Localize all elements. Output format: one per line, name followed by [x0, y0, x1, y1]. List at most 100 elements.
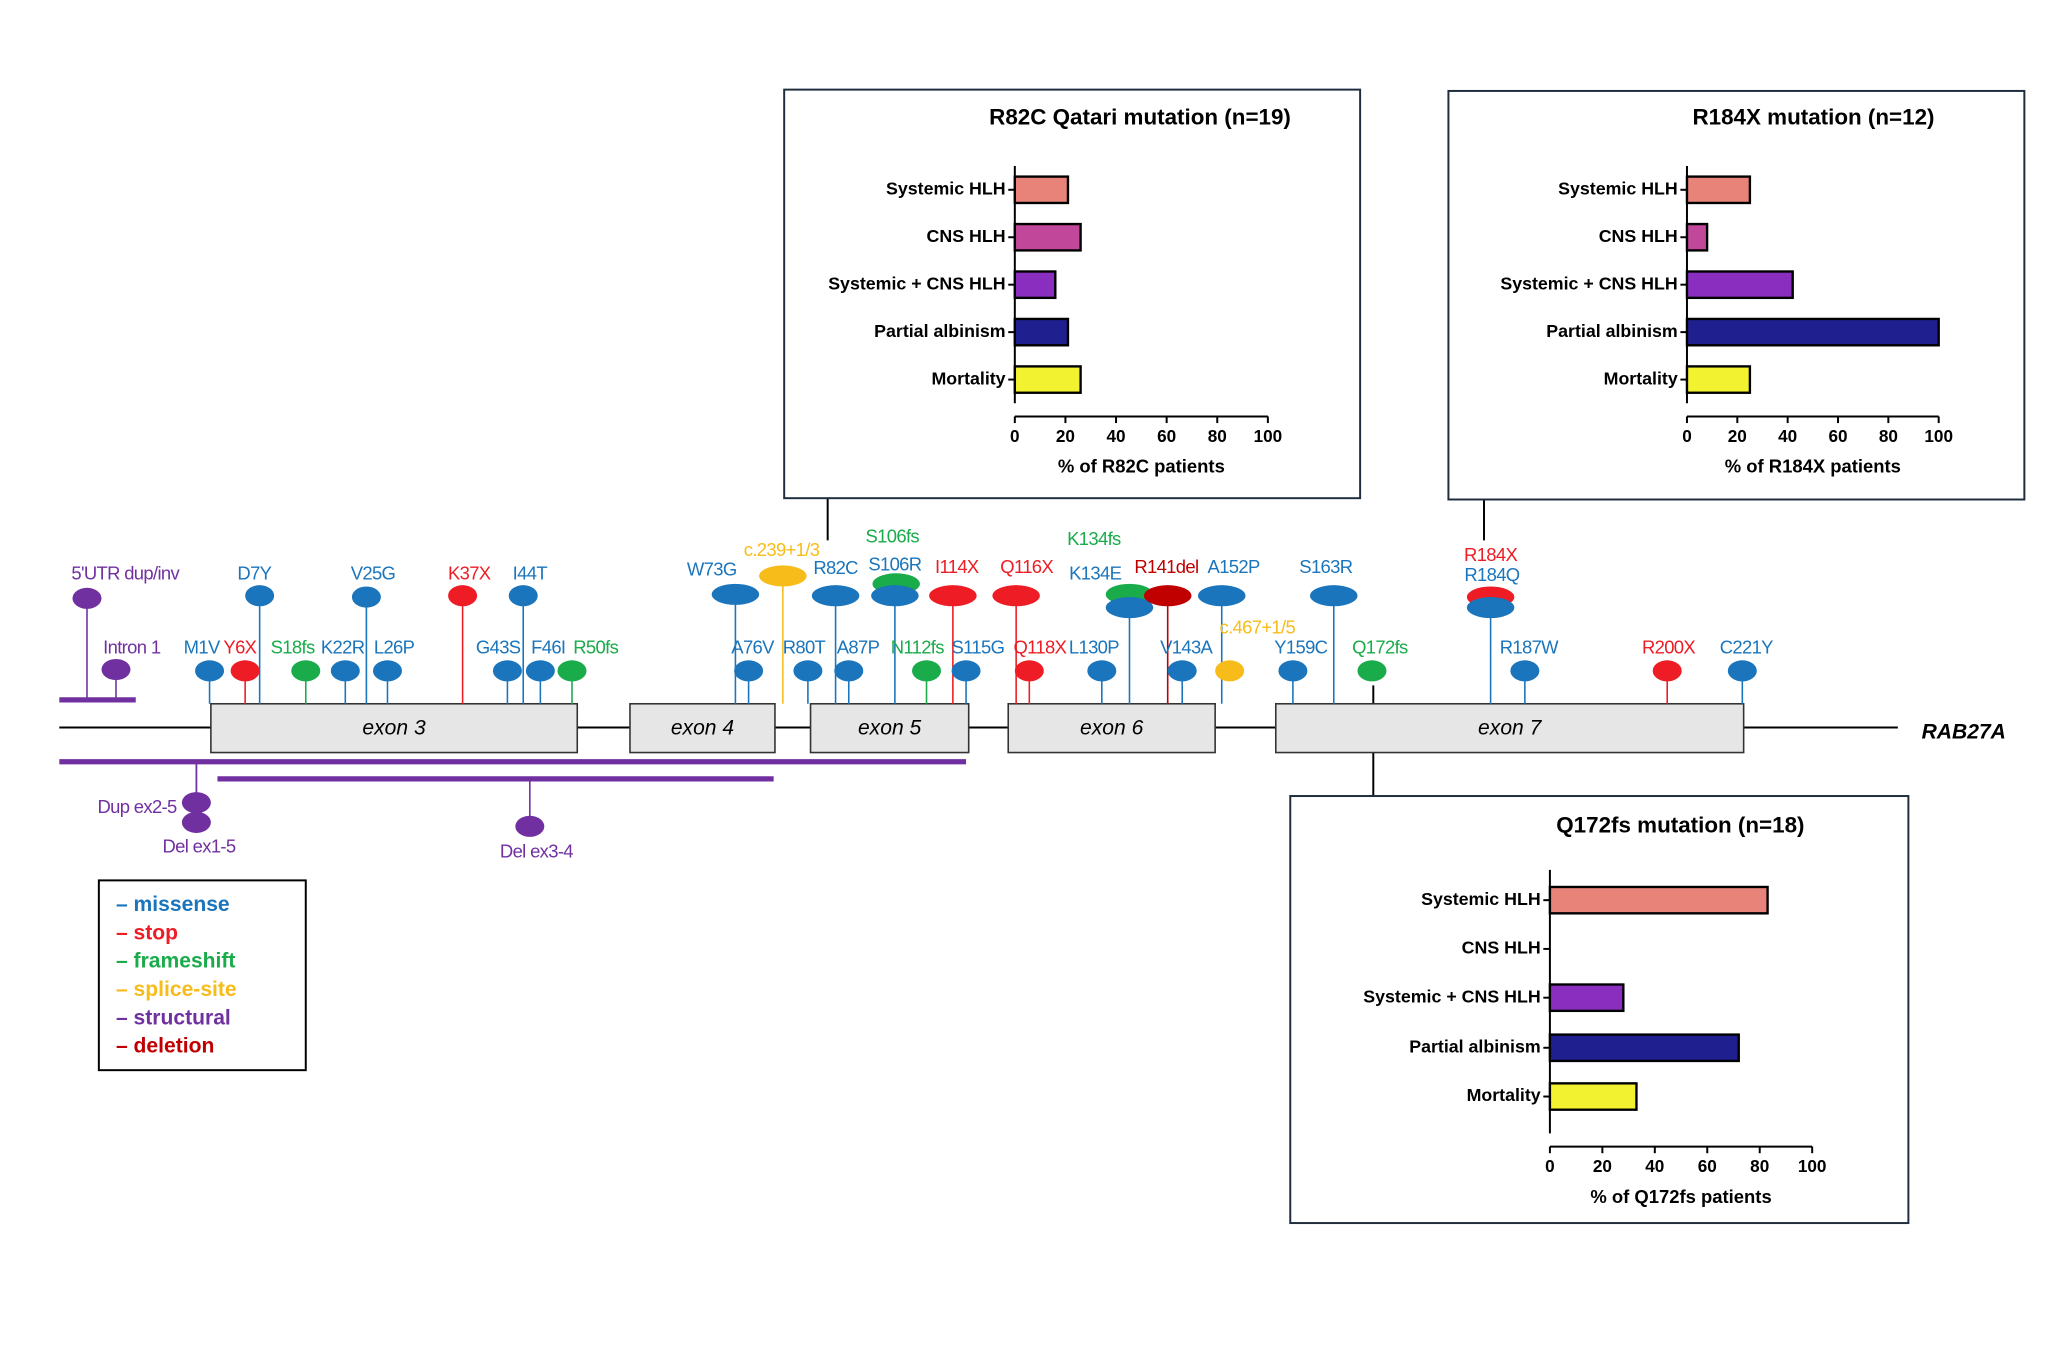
mutation-label: L26P [374, 636, 415, 657]
legend-box [97, 879, 307, 1072]
mutation-label: Y159C [1274, 636, 1327, 657]
mutation-label: W73G [687, 559, 737, 580]
chart-title: R184X mutation (n=12) [1692, 105, 1934, 130]
mutation-label: Del ex3-4 [500, 841, 573, 862]
bar [1548, 885, 1769, 915]
y-tick-label: CNS HLH [1599, 226, 1678, 246]
x-tick-label: 60 [1698, 1156, 1717, 1176]
legend-entry: – structural [116, 1006, 231, 1029]
chart-title: R82C Qatari mutation (n=19) [989, 105, 1291, 130]
x-tick-label: 60 [1828, 426, 1847, 446]
x-axis-label: % of R82C patients [1058, 456, 1225, 477]
mutation-marker [811, 585, 860, 607]
mutation-label: R200X [1642, 636, 1695, 657]
mutation-marker [1510, 660, 1540, 682]
mutation-label: I114X [935, 556, 979, 577]
mutation-marker [759, 565, 807, 587]
y-tick-label: CNS HLH [1462, 938, 1541, 958]
mutation-marker [912, 660, 942, 682]
mutation-marker [557, 660, 587, 682]
mutation-marker [245, 585, 275, 607]
bar [1013, 317, 1070, 347]
mutation-marker [508, 585, 538, 607]
mutation-marker [1357, 660, 1387, 682]
legend-entry: – stop [116, 921, 178, 944]
x-tick-label: 100 [1254, 426, 1283, 446]
mutation-label: Q116X [1000, 556, 1053, 577]
exon [210, 702, 579, 754]
exon-label: exon 4 [671, 716, 734, 739]
mutation-marker [372, 660, 402, 682]
mutation-marker [181, 811, 211, 833]
mutation-marker [793, 660, 823, 682]
mutation-marker [291, 660, 321, 682]
y-tick-label: CNS HLH [927, 226, 1006, 246]
bar [1685, 270, 1794, 300]
mutation-marker [72, 587, 102, 609]
mutation-label: Del ex1-5 [163, 835, 236, 856]
mutation-label: S106R [868, 553, 921, 574]
bar [1548, 1082, 1638, 1111]
x-tick-label: 0 [1010, 426, 1020, 446]
x-tick-label: 60 [1157, 426, 1176, 446]
y-tick-label: Partial albinism [1409, 1036, 1540, 1056]
x-tick-label: 80 [1879, 426, 1898, 446]
x-tick-label: 20 [1728, 426, 1747, 446]
mutation-label: 5'UTR dup/inv [71, 562, 180, 583]
bar [1548, 983, 1625, 1013]
x-tick-label: 100 [1798, 1156, 1827, 1176]
exon [1274, 702, 1745, 754]
mutation-label: V25G [351, 562, 396, 583]
mutation-marker [1014, 660, 1044, 682]
mutation-label: R50fs [573, 636, 618, 657]
mutation-label: Intron 1 [103, 636, 161, 657]
bar [1013, 222, 1082, 252]
mutation-marker [1105, 597, 1154, 619]
x-tick-label: 100 [1924, 426, 1953, 446]
exon-label: exon 5 [858, 716, 922, 739]
mutation-marker [492, 660, 522, 682]
y-tick-label: Mortality [1604, 368, 1678, 388]
mutation-label: C221Y [1720, 636, 1773, 657]
y-tick-label: Mortality [1467, 1085, 1541, 1105]
legend-entry: – splice-site [116, 978, 237, 1001]
mutation-marker [525, 660, 555, 682]
bar [1685, 317, 1940, 347]
y-tick-label: Partial albinism [874, 321, 1005, 341]
bar [1685, 222, 1709, 252]
y-tick-label: Systemic + CNS HLH [1500, 273, 1677, 293]
exon-label: exon 3 [362, 716, 426, 739]
mutation-label: S18fs [271, 636, 315, 657]
y-tick-label: Systemic HLH [1421, 889, 1541, 909]
mutation-label: R80T [783, 636, 826, 657]
exon-label: exon 6 [1080, 716, 1144, 739]
mutation-marker [330, 660, 360, 682]
mutation-label: R141del [1134, 556, 1198, 577]
mutation-label: R187W [1500, 636, 1559, 657]
exon [1007, 702, 1216, 754]
mutation-label: K22R [321, 636, 365, 657]
mutation-marker [351, 586, 381, 608]
x-tick-label: 20 [1593, 1156, 1612, 1176]
mutation-label: R184Q [1464, 564, 1519, 585]
mutation-label: S115G [952, 636, 1005, 657]
mutation-label: A152P [1208, 556, 1260, 577]
exon-label: exon 7 [1478, 716, 1543, 739]
y-tick-label: Systemic HLH [886, 178, 1006, 198]
x-tick-label: 80 [1750, 1156, 1769, 1176]
mutation-marker [1727, 660, 1757, 682]
mutation-marker [951, 660, 981, 682]
chart-title: Q172fs mutation (n=18) [1556, 812, 1804, 837]
exon [809, 702, 970, 754]
legend-entry: – deletion [116, 1035, 214, 1058]
bar [1685, 365, 1752, 394]
bar [1548, 1033, 1740, 1063]
x-axis-label: % of R184X patients [1725, 456, 1901, 477]
mutation-marker [448, 585, 478, 607]
mutation-label: c.239+1/3 [744, 539, 820, 560]
mutation-label: L130P [1069, 636, 1119, 657]
mutation-label: c.467+1/5 [1220, 617, 1296, 638]
mutation-marker [101, 658, 131, 681]
mutation-marker [929, 585, 977, 607]
